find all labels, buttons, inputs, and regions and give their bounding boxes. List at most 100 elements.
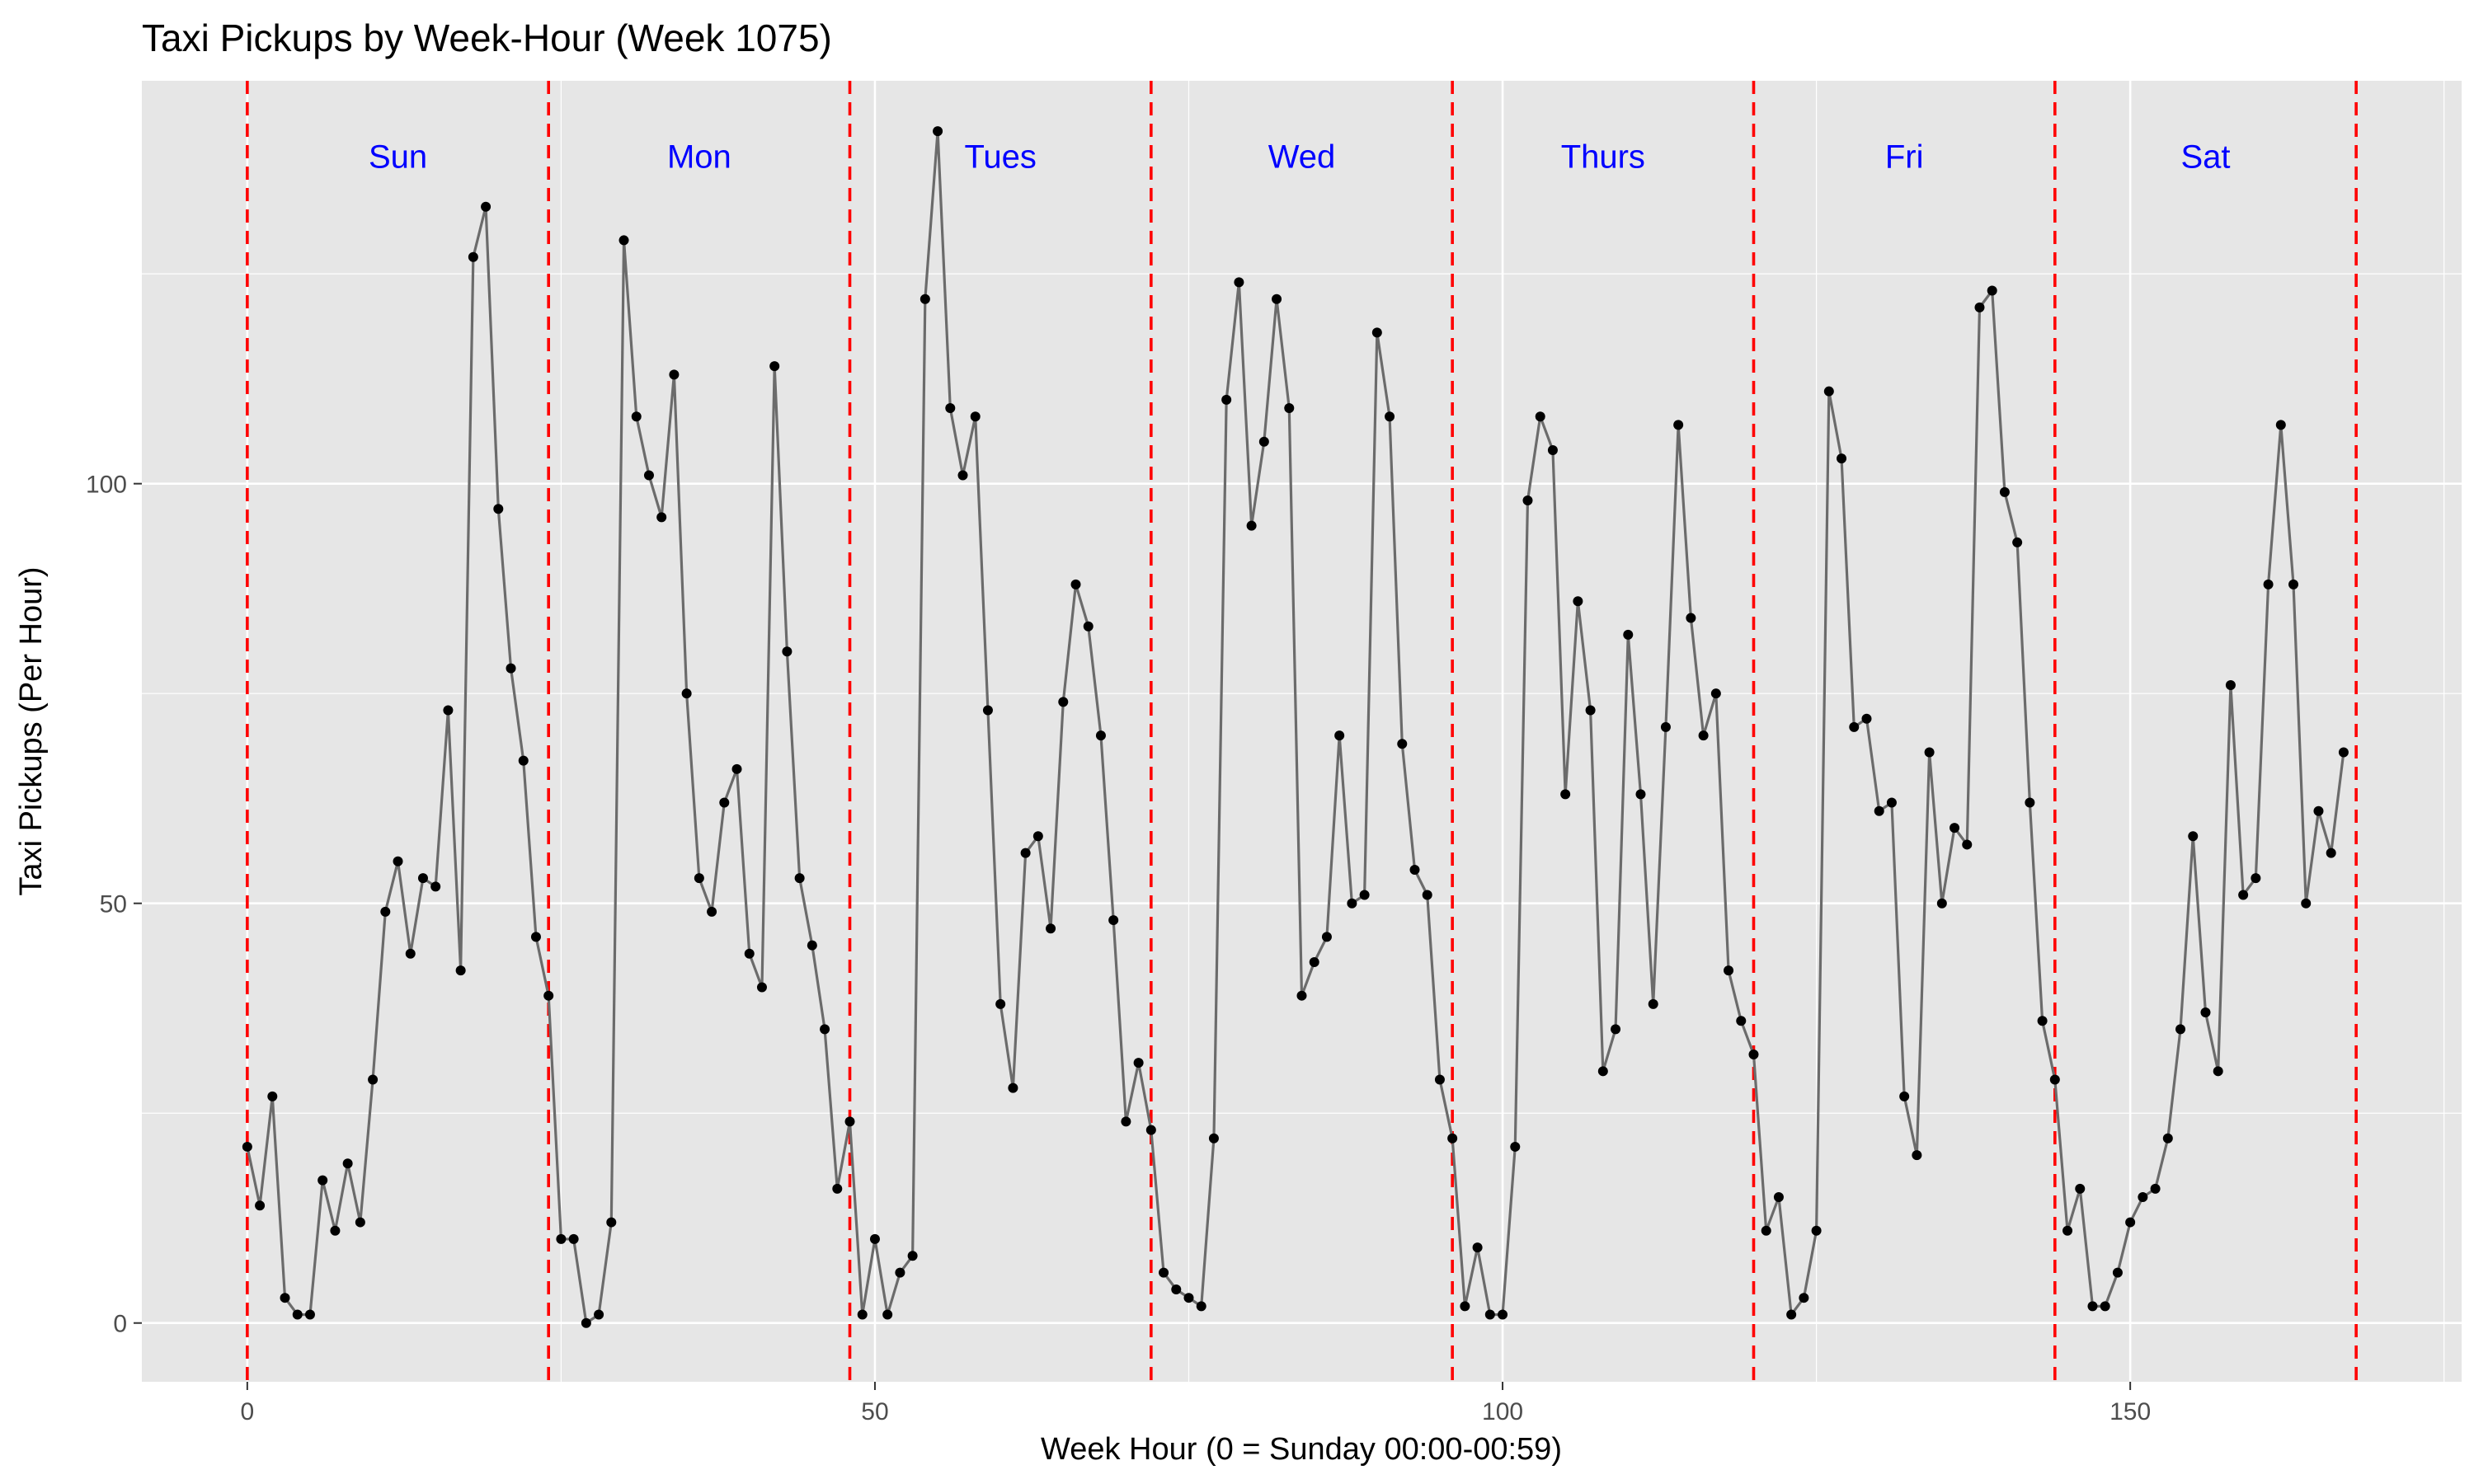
data-point [1585, 705, 1596, 716]
data-point [1196, 1301, 1206, 1312]
data-point [643, 470, 654, 481]
data-point [2037, 1016, 2048, 1026]
data-point [2213, 1066, 2223, 1077]
data-point [530, 932, 541, 942]
data-point [1950, 823, 1960, 834]
data-point [1498, 1309, 1508, 1320]
data-point [1484, 1309, 1495, 1320]
data-point [1008, 1082, 1018, 1093]
data-point [568, 1233, 579, 1244]
data-point [1183, 1293, 1194, 1303]
data-point [2162, 1133, 2173, 1144]
data-point [1547, 444, 1558, 455]
data-point [2238, 890, 2249, 900]
data-point [1849, 721, 1860, 732]
data-point [1710, 688, 1721, 699]
data-point [2087, 1301, 2098, 1312]
data-point [1095, 730, 1106, 741]
data-point [807, 940, 817, 951]
data-point [681, 688, 692, 699]
data-point [1145, 1125, 1156, 1135]
data-point [556, 1233, 567, 1244]
data-point [417, 873, 428, 884]
data-point [2125, 1217, 2136, 1228]
data-point [380, 906, 391, 917]
data-point [1837, 453, 1847, 464]
data-point [2338, 747, 2349, 758]
data-point [1799, 1293, 1809, 1303]
data-point [468, 251, 478, 262]
data-point [882, 1309, 893, 1320]
data-point [1058, 697, 1069, 707]
data-point [895, 1267, 905, 1278]
data-point [744, 948, 755, 959]
data-point [1108, 915, 1119, 926]
data-point [1208, 1133, 1219, 1144]
data-point [368, 1074, 379, 1085]
data-point [455, 965, 466, 976]
data-point [1786, 1309, 1797, 1320]
data-point [1886, 797, 1897, 808]
data-point [2150, 1183, 2161, 1194]
data-point [1648, 998, 1658, 1009]
data-point [1371, 327, 1382, 338]
data-point [2062, 1225, 2073, 1236]
data-point [857, 1309, 868, 1320]
y-tick-label: 0 [113, 1311, 127, 1338]
data-point [430, 881, 441, 892]
data-point [2188, 831, 2199, 842]
data-point [1535, 411, 1545, 422]
data-point [1861, 713, 1872, 724]
data-point [481, 201, 492, 212]
data-points [242, 126, 2349, 1328]
data-point [1660, 721, 1671, 732]
data-point [518, 755, 529, 766]
data-point [1635, 789, 1646, 800]
y-axis: 0 50 100 [86, 472, 142, 1338]
data-point [393, 856, 403, 866]
data-point [1309, 956, 1319, 967]
data-point [581, 1317, 591, 1328]
data-point [1359, 890, 1370, 900]
data-point [1724, 965, 1734, 976]
data-point [1221, 394, 1232, 405]
data-point [1083, 621, 1094, 632]
data-point [1258, 436, 1269, 447]
data-point [1623, 629, 1634, 640]
data-point [669, 369, 680, 380]
data-point [869, 1233, 880, 1244]
data-point [2251, 873, 2261, 884]
data-point [995, 998, 1006, 1009]
data-point [1899, 1091, 1910, 1101]
data-point [242, 1141, 252, 1152]
data-point [2200, 1007, 2211, 1018]
data-point [342, 1158, 353, 1169]
data-point [543, 990, 554, 1001]
data-point [1912, 1150, 1922, 1161]
data-point [355, 1217, 365, 1228]
data-point [769, 361, 780, 372]
x-tick-label: 150 [2109, 1398, 2151, 1425]
data-point [1409, 864, 1420, 875]
data-point [1698, 730, 1709, 741]
data-point [844, 1116, 855, 1127]
day-label: Thurs [1561, 139, 1645, 176]
data-point [2313, 805, 2324, 816]
day-labels: Sun Mon Tues Wed Thurs Fri Sat [369, 139, 2231, 176]
y-axis-title: Taxi Pickups (Per Hour) [14, 566, 49, 895]
data-point [1032, 831, 1043, 842]
data-point [1987, 285, 1997, 296]
data-point [1334, 730, 1345, 741]
data-point [820, 1024, 830, 1035]
x-tick-label: 0 [241, 1398, 255, 1425]
data-point [292, 1309, 303, 1320]
data-point [1422, 890, 1432, 900]
data-point [756, 982, 767, 993]
data-point [957, 470, 968, 481]
data-point [694, 873, 704, 884]
data-point [1472, 1242, 1483, 1253]
data-point [267, 1091, 278, 1101]
data-point [2100, 1301, 2110, 1312]
data-point [304, 1309, 315, 1320]
